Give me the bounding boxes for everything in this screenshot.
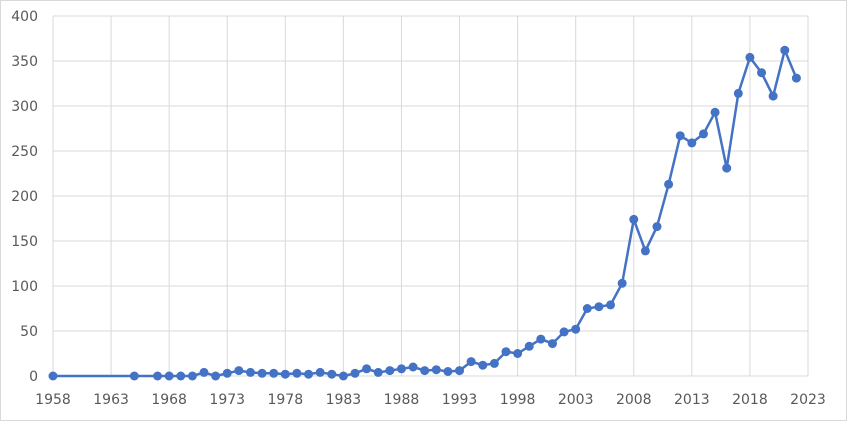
data-point [501,347,511,357]
data-point [640,246,650,256]
y-tick-label: 250 [11,144,38,160]
data-point [722,163,732,173]
y-tick-label: 100 [11,279,38,295]
data-point [396,364,406,374]
data-point [176,371,186,381]
data-point [269,368,279,378]
data-point [524,341,534,351]
data-point [327,369,337,379]
data-point [745,52,755,62]
data-point [791,73,801,83]
data-point [362,364,372,374]
data-point [780,45,790,55]
x-tick-label: 2003 [558,392,594,408]
x-tick-label: 2018 [732,392,768,408]
data-point [443,367,453,376]
data-point [652,222,662,232]
x-tick-label: 1993 [442,392,478,408]
y-tick-label: 400 [11,9,38,25]
data-point [757,68,767,78]
data-point [350,368,360,378]
data-point [768,91,778,101]
y-tick-label: 350 [11,54,38,70]
y-axis-tick-labels: 0 50 100 150 200 250 300 350 400 [11,9,38,385]
x-tick-label: 1978 [267,392,303,408]
data-point [559,327,569,337]
data-point [304,369,314,379]
y-tick-label: 150 [11,234,38,250]
data-point [222,368,232,378]
series [48,45,801,381]
data-point [629,214,639,224]
y-tick-label: 200 [11,189,38,205]
data-point [257,368,267,378]
data-point [164,371,174,381]
x-tick-label: 1963 [93,392,129,408]
data-point [245,367,255,377]
x-tick-label: 1988 [384,392,420,408]
data-point [478,360,488,370]
data-point [48,371,58,381]
data-point [153,371,163,381]
data-point [617,278,627,288]
data-point [187,371,197,381]
data-point [455,366,465,376]
data-point [698,129,708,139]
data-point [292,368,302,378]
data-point [315,367,325,377]
x-axis-tick-labels: 1958 1963 1968 1973 1978 1983 1988 1993 1998 2003… [35,392,826,408]
data-point [408,362,418,372]
data-point [373,367,383,377]
data-point [571,324,581,334]
data-point [582,304,592,313]
data-point [536,334,546,344]
data-point [466,357,476,367]
data-point [664,179,674,189]
x-tick-label: 1958 [35,392,71,408]
y-tick-label: 50 [20,324,38,340]
data-point [431,365,441,375]
data-point [687,138,697,148]
x-tick-label: 1968 [151,392,187,408]
data-point [513,349,523,358]
data-point [594,302,604,312]
series-line [53,48,798,378]
data-point [211,371,221,381]
data-point [606,300,616,310]
y-tick-label: 300 [11,99,38,115]
data-point [385,366,395,376]
data-point [280,369,290,379]
x-tick-label: 1973 [209,392,245,408]
data-point [547,339,557,349]
x-tick-label: 1983 [326,392,362,408]
y-tick-label: 0 [29,369,38,385]
data-point [489,358,499,368]
data-point [129,371,139,381]
data-point [338,371,348,381]
data-point [420,366,430,376]
x-tick-label: 2023 [790,392,826,408]
x-tick-label: 1998 [500,392,536,408]
data-point [234,366,244,376]
data-point [710,107,720,117]
x-tick-label: 2013 [674,392,710,408]
data-point [675,131,685,141]
data-point [733,88,743,98]
data-point [199,367,209,377]
gridlines [52,15,809,377]
x-tick-label: 2008 [616,392,652,408]
